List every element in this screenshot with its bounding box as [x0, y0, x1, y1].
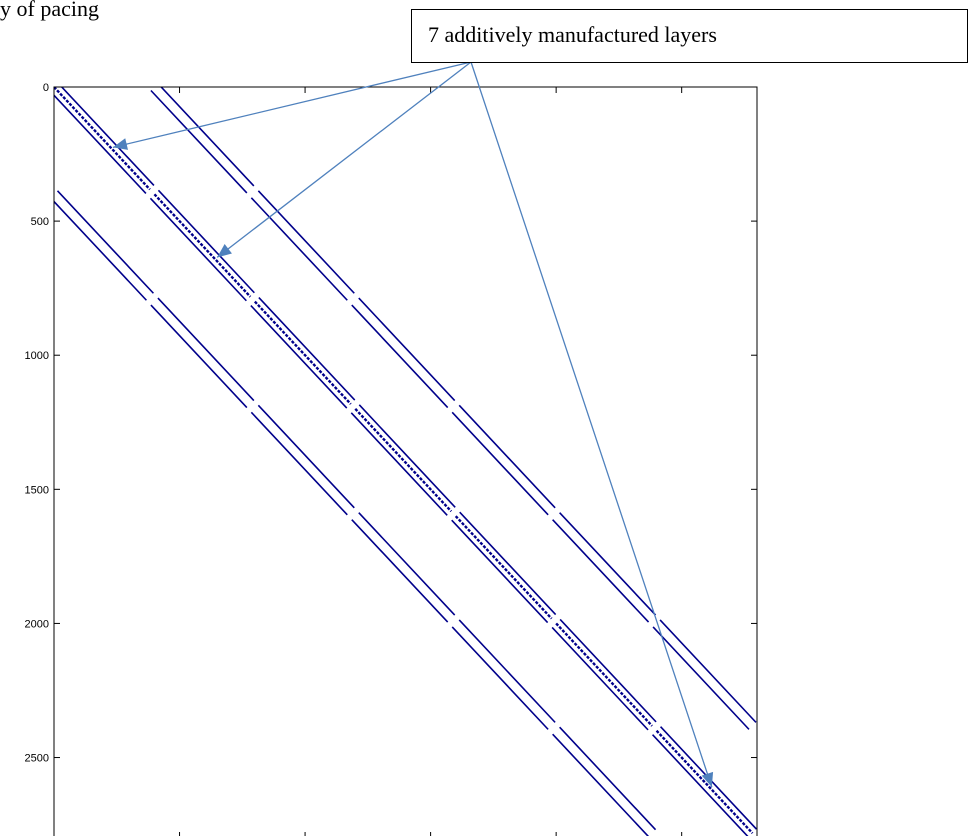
band-upper-band: [451, 411, 549, 516]
y-tick-label: 1500: [25, 484, 49, 496]
band-upper-band: [552, 519, 650, 623]
annotation-box: 7 additively manufactured layers: [411, 9, 968, 63]
annotation-arrows: [112, 61, 714, 788]
band-upper-band: [150, 89, 248, 194]
band-main-diagonal: [153, 193, 252, 298]
band-main-diagonal: [459, 511, 557, 616]
y-tick-label: 500: [31, 216, 49, 228]
band-lower-band: [157, 297, 255, 402]
annotation-arrow: [112, 61, 472, 148]
y-tick-label: 0: [43, 82, 49, 94]
band-main-diagonal: [354, 408, 453, 513]
band-lower-band: [351, 519, 449, 623]
band-main-diagonal: [358, 404, 456, 508]
band-lower-band: [54, 200, 147, 301]
annotation-arrow: [216, 61, 472, 258]
band-lower-band: [451, 626, 549, 730]
band-main-diagonal: [551, 626, 649, 731]
arrowhead: [217, 244, 232, 258]
annotation-text: 7 additively manufactured layers: [428, 22, 717, 47]
band-upper-band: [351, 304, 449, 409]
band-lower-band: [358, 512, 456, 616]
band-lower-band: [559, 726, 657, 831]
band-main-diagonal: [454, 515, 553, 620]
caption-fragment: y of pacing: [0, 0, 99, 21]
annotation-arrow: [470, 61, 713, 788]
arrowhead: [701, 771, 714, 788]
band-main-diagonal: [555, 622, 653, 727]
band-main-diagonal: [157, 189, 255, 294]
plot-frame: [53, 86, 758, 836]
band-main-diagonal: [253, 300, 352, 405]
band-upper-band: [358, 297, 456, 402]
arrowhead: [113, 138, 129, 150]
band-upper-band: [257, 190, 355, 294]
band-lower-band: [150, 304, 248, 409]
band-main-diagonal: [250, 305, 348, 409]
band-lower-band: [250, 411, 348, 516]
axes: 0500100015002000250005001000150020002500…: [25, 82, 758, 836]
band-upper-band: [160, 87, 255, 187]
band-main-diagonal: [651, 734, 749, 836]
band-main-diagonal: [258, 297, 356, 401]
band-lower-band: [458, 619, 556, 723]
band-lower-band: [56, 190, 154, 294]
plot-area: [54, 87, 757, 836]
band-main-diagonal: [60, 87, 155, 187]
band-upper-band: [250, 197, 348, 301]
band-main-diagonal: [149, 197, 247, 302]
band-upper-band: [559, 512, 657, 616]
band-main-diagonal: [655, 729, 754, 834]
band-main-diagonal: [350, 412, 448, 516]
y-tick-label: 2500: [25, 753, 49, 765]
y-tick-label: 1000: [25, 350, 49, 362]
band-upper-band: [458, 404, 556, 509]
band-main-diagonal: [451, 519, 549, 624]
band-upper-band: [659, 619, 757, 723]
y-tick-label: 2000: [25, 618, 49, 630]
band-main-diagonal: [559, 618, 657, 723]
band-lower-band: [552, 733, 650, 836]
band-main-diagonal: [54, 94, 147, 195]
band-upper-band: [652, 626, 750, 730]
band-main-diagonal: [54, 87, 151, 191]
band-lower-band: [257, 404, 355, 509]
